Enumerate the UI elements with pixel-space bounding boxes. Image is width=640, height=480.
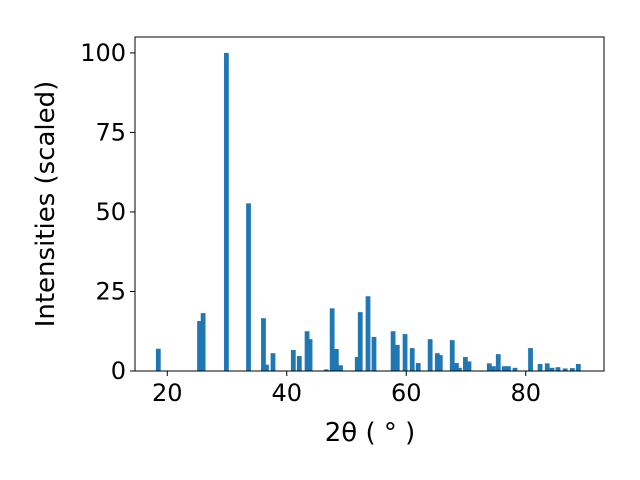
bar [155, 348, 161, 371]
bar [270, 353, 276, 371]
bar [491, 366, 496, 371]
bar [528, 348, 533, 371]
bar [427, 339, 433, 371]
x-tick-label: 80 [510, 379, 541, 407]
bar [224, 52, 229, 372]
bar [200, 313, 206, 371]
bar [304, 331, 310, 371]
bar [402, 334, 408, 371]
bar [506, 366, 511, 371]
bar [562, 368, 568, 371]
bar [495, 354, 501, 371]
x-tick-label: 60 [391, 379, 422, 407]
bar [457, 367, 462, 371]
bar [290, 350, 296, 371]
bar [371, 336, 377, 371]
x-axis-label: 2θ ( ° ) [325, 418, 416, 448]
bar [486, 363, 492, 371]
bar [512, 367, 518, 371]
bar [197, 321, 202, 371]
bar [549, 367, 555, 371]
bar [463, 357, 468, 371]
bar [409, 348, 415, 371]
bar [575, 364, 581, 371]
bar [365, 296, 371, 371]
bar [537, 364, 543, 371]
x-tick-label: 40 [271, 379, 302, 407]
bar [246, 203, 251, 371]
bar [296, 356, 302, 371]
y-axis-label: Intensities (scaled) [31, 81, 61, 328]
bar [569, 368, 575, 371]
bar [449, 340, 455, 371]
bar [437, 355, 443, 371]
bar [354, 357, 360, 371]
bar [329, 308, 335, 371]
bar [415, 363, 421, 371]
bar [264, 364, 269, 371]
bar [338, 365, 343, 371]
bar [454, 363, 459, 371]
y-tick-label: 25 [95, 277, 126, 305]
bar [390, 331, 396, 371]
y-tick-label: 50 [95, 198, 126, 226]
bar [466, 361, 472, 371]
bar [501, 366, 507, 371]
y-tick-label: 0 [111, 357, 126, 385]
plot-frame [134, 36, 605, 372]
bar [434, 353, 440, 371]
bar [261, 318, 266, 371]
y-tick-label: 100 [80, 39, 126, 67]
y-tick-label: 75 [95, 118, 126, 146]
bar [555, 367, 561, 371]
bar [307, 339, 313, 371]
bar [323, 369, 329, 371]
bar [544, 363, 550, 371]
bar [357, 312, 363, 371]
x-tick-label: 20 [152, 379, 183, 407]
bar [333, 349, 339, 371]
bar [394, 344, 400, 371]
